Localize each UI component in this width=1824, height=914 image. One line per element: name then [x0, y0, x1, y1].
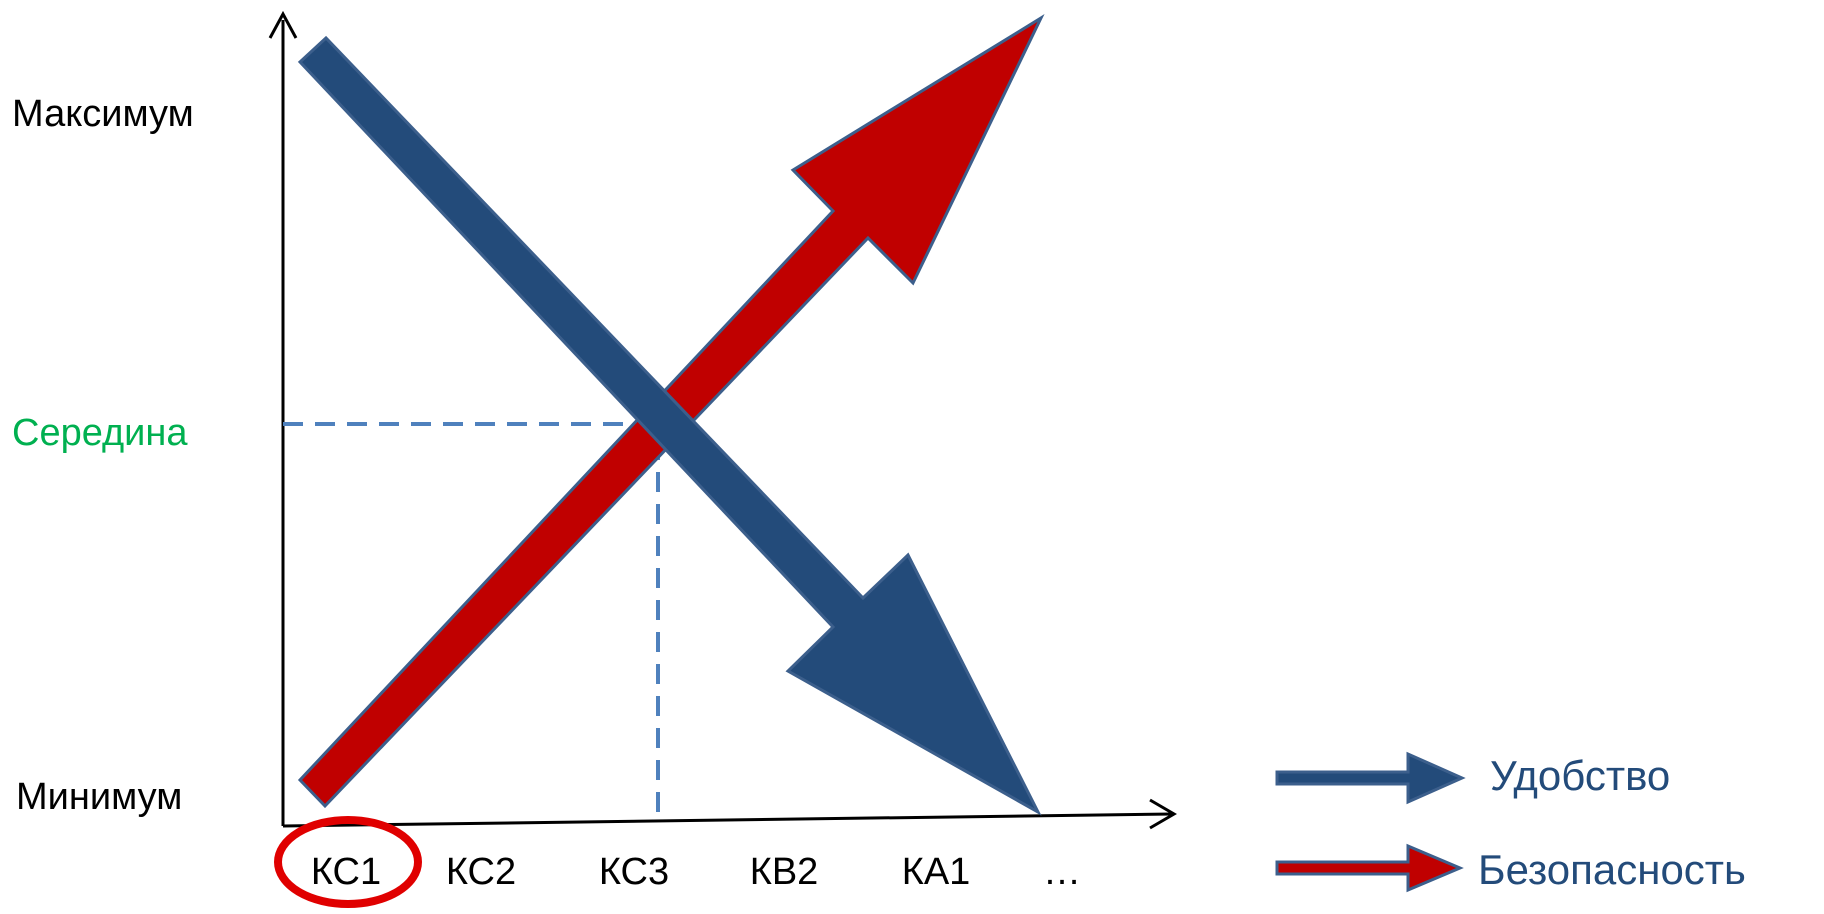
x-tick-label: КС3 [599, 851, 669, 893]
y-label-mid: Середина [12, 412, 188, 454]
x-tick-label: КС1 [311, 851, 381, 893]
convenience-arrow [297, 35, 1042, 816]
y-label-min: Минимум [16, 776, 182, 818]
arrow-down-right-icon [1275, 751, 1466, 805]
x-axis-arrowhead [1149, 798, 1177, 830]
y-axis-arrowhead [268, 10, 298, 39]
x-tick-label: КС2 [446, 851, 516, 893]
x-tick-label: КВ2 [750, 851, 819, 893]
x-axis [282, 812, 1173, 828]
y-label-max: Максимум [12, 93, 194, 135]
legend-label-security: Безопасность [1478, 846, 1746, 893]
x-tick-label: … [1043, 851, 1081, 893]
x-tick-label: КА1 [902, 851, 971, 893]
arrow-up-right-icon [1275, 843, 1464, 893]
legend-label-convenience: Удобство [1490, 752, 1670, 799]
highlight-circle [274, 816, 422, 908]
